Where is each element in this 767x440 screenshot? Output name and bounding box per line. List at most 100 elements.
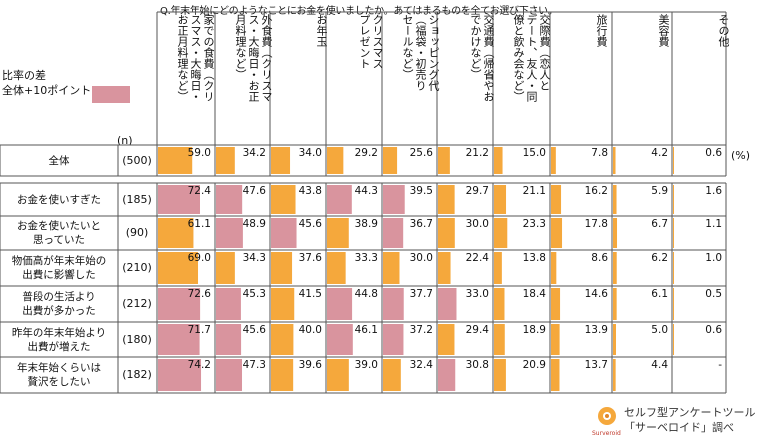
bar bbox=[327, 218, 349, 248]
data-label: 39.5 bbox=[409, 185, 433, 197]
legend-label-line1: 比率の差 bbox=[2, 69, 46, 82]
bar bbox=[216, 288, 241, 320]
data-label: 23.3 bbox=[522, 218, 546, 230]
n-header: (n) bbox=[117, 134, 133, 147]
data-label: 21.2 bbox=[465, 147, 489, 159]
bar bbox=[613, 252, 617, 284]
bar bbox=[551, 185, 562, 214]
data-label: 34.2 bbox=[242, 147, 266, 159]
column-header-text: セールなど） bbox=[401, 14, 414, 80]
data-label: 29.2 bbox=[354, 147, 378, 159]
data-label: 40.0 bbox=[298, 324, 322, 336]
bar bbox=[327, 324, 353, 355]
data-label: 8.6 bbox=[591, 252, 608, 264]
bar bbox=[383, 252, 400, 284]
bar bbox=[271, 185, 296, 214]
data-label: 48.9 bbox=[242, 218, 266, 230]
bar bbox=[551, 218, 563, 248]
data-label: 4.4 bbox=[651, 359, 668, 371]
column-header-text: 交際費（恋人と bbox=[538, 14, 551, 91]
bar bbox=[673, 147, 674, 174]
bar bbox=[673, 324, 674, 355]
column-header-text: ス・大晦日・お正 bbox=[247, 14, 260, 102]
data-label: 36.7 bbox=[409, 218, 433, 230]
data-label: 30.0 bbox=[465, 218, 489, 230]
bar bbox=[327, 147, 344, 174]
data-label: 20.9 bbox=[522, 359, 546, 371]
row-n: (180) bbox=[122, 332, 152, 346]
data-label: 43.8 bbox=[298, 185, 322, 197]
data-label: 45.6 bbox=[298, 218, 322, 230]
bar bbox=[271, 324, 294, 355]
data-label: 17.8 bbox=[584, 218, 608, 230]
data-label: 30.8 bbox=[465, 359, 489, 371]
data-label: 4.2 bbox=[651, 147, 668, 159]
data-label: 18.9 bbox=[522, 324, 546, 336]
data-label: 38.9 bbox=[354, 218, 378, 230]
data-label: 39.0 bbox=[354, 359, 378, 371]
bar bbox=[494, 252, 502, 284]
data-label: 25.6 bbox=[409, 147, 433, 159]
column-header-text: 外食費（クリスマ bbox=[260, 14, 273, 102]
bar bbox=[158, 252, 199, 284]
column-header-text: 交通費（帰省やお bbox=[482, 14, 495, 102]
data-label: 29.4 bbox=[465, 324, 489, 336]
data-label: 13.9 bbox=[584, 324, 608, 336]
bar bbox=[438, 147, 450, 174]
bar bbox=[673, 218, 674, 248]
data-label: 32.4 bbox=[409, 359, 433, 371]
column-header-text: プレゼント bbox=[358, 14, 371, 69]
data-label: 13.7 bbox=[584, 359, 608, 371]
bar bbox=[158, 359, 202, 391]
row-label: お金を使いたいと 思っていた bbox=[17, 220, 101, 246]
data-label: 21.1 bbox=[522, 185, 546, 197]
bar bbox=[383, 324, 404, 355]
bar bbox=[551, 359, 560, 391]
logo-small-text: Surveroid bbox=[592, 430, 621, 437]
data-label: 61.1 bbox=[187, 218, 211, 230]
data-label: 13.8 bbox=[522, 252, 546, 264]
bar bbox=[158, 185, 200, 214]
bar bbox=[494, 185, 507, 214]
bar bbox=[327, 252, 346, 284]
bar bbox=[551, 252, 557, 284]
bar bbox=[494, 147, 503, 174]
row-label: お金を使いすぎた bbox=[17, 193, 101, 206]
data-label: 0.6 bbox=[705, 324, 722, 336]
bar bbox=[383, 147, 398, 174]
data-label: 72.4 bbox=[187, 185, 211, 197]
column-header-text: 月料理など） bbox=[234, 14, 247, 80]
bar bbox=[216, 324, 242, 355]
bar bbox=[613, 147, 616, 174]
data-label: 71.7 bbox=[187, 324, 211, 336]
data-label: 44.3 bbox=[354, 185, 378, 197]
row-n: (90) bbox=[125, 226, 149, 239]
data-label: 33.0 bbox=[465, 288, 489, 300]
legend-label: 比率の差 全体+10ポイント bbox=[2, 68, 91, 98]
bar bbox=[271, 147, 291, 174]
row-label: 昨年の年末年始より 出費が増えた bbox=[11, 326, 107, 353]
bar bbox=[438, 218, 455, 248]
column-header-text: （福袋・初売り bbox=[414, 14, 427, 91]
data-label: 46.1 bbox=[354, 324, 378, 336]
column-header-text: お正月料理など） bbox=[176, 14, 189, 102]
bar bbox=[216, 218, 243, 248]
data-label: 33.3 bbox=[354, 252, 378, 264]
column-header-text: 僚と飲み会など） bbox=[512, 14, 525, 102]
data-label: 5.9 bbox=[651, 185, 668, 197]
column-header-text: その他 bbox=[717, 14, 730, 47]
bar bbox=[216, 252, 235, 284]
data-label: 37.7 bbox=[409, 288, 433, 300]
bar bbox=[271, 252, 293, 284]
data-label: 1.6 bbox=[705, 185, 722, 197]
data-label: 1.0 bbox=[705, 252, 722, 264]
column-header-text: スマス・大晦日・ bbox=[189, 14, 202, 102]
data-label: 29.7 bbox=[465, 185, 489, 197]
bar bbox=[673, 252, 674, 284]
data-label: 45.3 bbox=[242, 288, 266, 300]
data-label: 22.4 bbox=[465, 252, 489, 264]
data-label: 59.0 bbox=[187, 147, 211, 159]
column-header-text: 家での食費（クリ bbox=[202, 14, 215, 102]
bar bbox=[673, 288, 674, 320]
